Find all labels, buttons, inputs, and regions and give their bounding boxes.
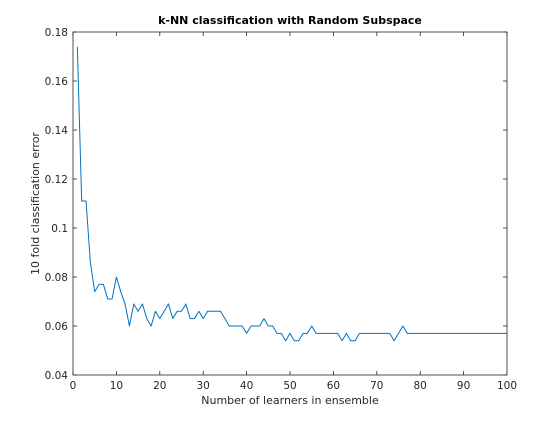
y-tick-label: 0.1	[51, 223, 68, 235]
x-tick-label: 50	[283, 380, 296, 392]
y-tick-label: 0.12	[45, 174, 68, 186]
x-tick-label: 70	[370, 380, 383, 392]
y-axis-ticks: 0.04 0.06 0.08 0.1 0.12 0.14 0.16 0.18	[45, 27, 507, 382]
x-tick-label: 90	[457, 380, 470, 392]
x-axis-label: Number of learners in ensemble	[201, 394, 379, 407]
x-tick-label: 100	[497, 380, 517, 392]
x-tick-label: 0	[70, 380, 77, 392]
series-line	[76, 46, 507, 342]
x-tick-label: 80	[414, 380, 427, 392]
x-tick-label: 40	[240, 380, 253, 392]
chart-title: k-NN classification with Random Subspace	[158, 14, 422, 27]
x-tick-label: 30	[197, 380, 210, 392]
x-tick-label: 10	[110, 380, 123, 392]
y-tick-label: 0.04	[45, 370, 69, 382]
y-tick-label: 0.14	[45, 125, 69, 137]
series-layer	[76, 46, 507, 342]
plot-area-box	[72, 31, 508, 376]
x-tick-label: 60	[327, 380, 340, 392]
y-axis-label: 10 fold classification error	[29, 132, 42, 275]
x-tick-label: 20	[153, 380, 166, 392]
plot-area-background	[73, 32, 507, 375]
y-tick-label: 0.18	[45, 27, 68, 39]
y-tick-label: 0.08	[45, 272, 68, 284]
y-tick-label: 0.06	[45, 321, 69, 333]
y-tick-label: 0.16	[45, 76, 69, 88]
x-axis-ticks: 0 10 20 30 40 50 60 70 80 90 100	[70, 32, 517, 392]
